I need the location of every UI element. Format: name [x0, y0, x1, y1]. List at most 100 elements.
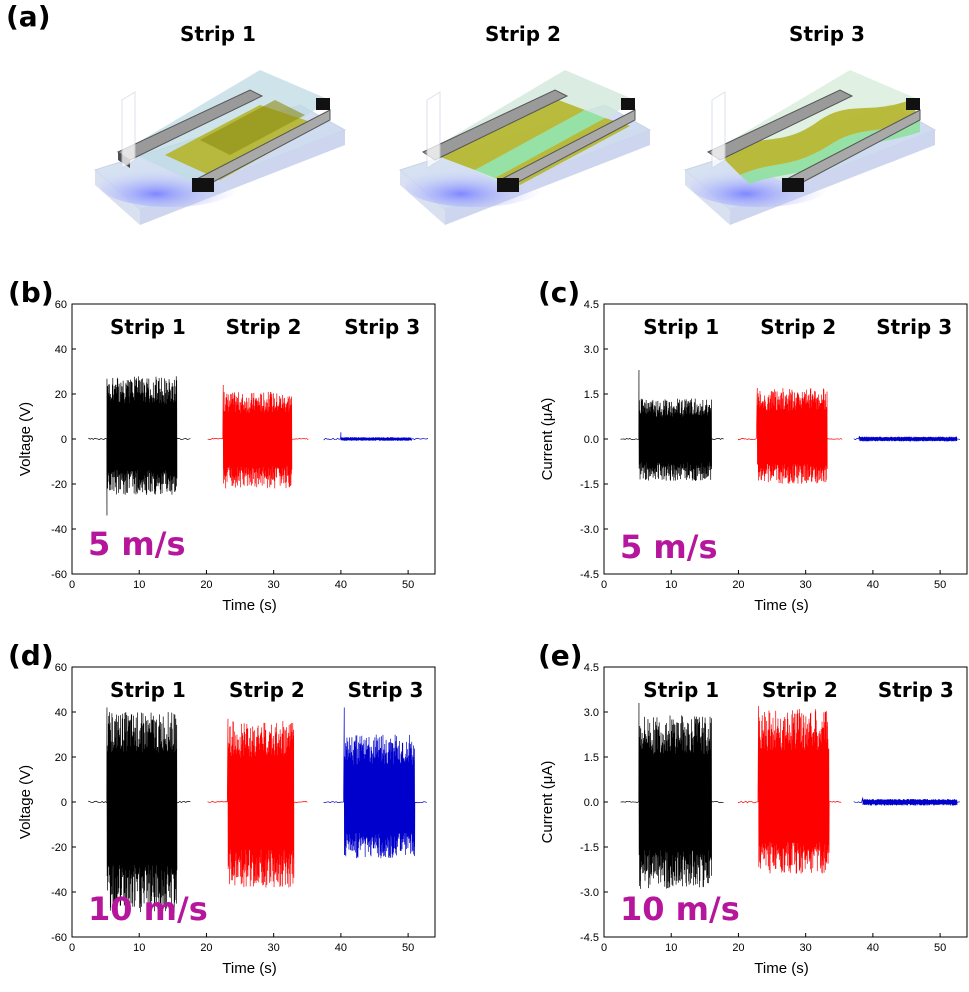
signal-trace-b-strip-1: [88, 376, 191, 516]
signal-trace-e-strip-2: [738, 705, 842, 874]
strip-3-device-illustration: [684, 70, 937, 225]
x-axis-label: Time (s): [222, 597, 276, 614]
speed-annotation-d: 10 m/s: [88, 890, 208, 928]
y-tick-label: -1.5: [580, 842, 599, 854]
y-tick-label: 60: [55, 662, 67, 674]
y-tick-label: 0.0: [584, 434, 599, 446]
y-axis-label: Current (μA): [539, 761, 556, 844]
y-tick-label: 3.0: [584, 344, 599, 356]
y-tick-label: -40: [51, 524, 67, 536]
panel-e-label: (e): [538, 639, 583, 672]
signal-trace-d-strip-3: [323, 707, 427, 859]
panel-c-label: (c): [538, 276, 580, 309]
y-tick-label: 0: [61, 797, 67, 809]
series-label-c-strip-3: Strip 3: [876, 315, 952, 339]
x-tick-label: 0: [601, 579, 607, 591]
y-tick-label: -4.5: [580, 569, 599, 581]
x-tick-label: 50: [402, 579, 414, 591]
series-label-c-strip-1: Strip 1: [643, 315, 719, 339]
panel-a-label: (a): [6, 0, 51, 33]
y-tick-label: -60: [51, 569, 67, 581]
strip-1-title: Strip 1: [180, 22, 256, 46]
x-tick-label: 50: [934, 942, 946, 954]
y-tick-label: 4.5: [584, 662, 599, 674]
x-axis-label: Time (s): [754, 597, 808, 614]
series-label-b-strip-2: Strip 2: [226, 315, 302, 339]
x-tick-label: 0: [69, 942, 75, 954]
y-axis-label: Voltage (V): [17, 765, 34, 839]
signal-trace-c-strip-1: [620, 369, 724, 481]
y-tick-label: 40: [55, 707, 67, 719]
signal-trace-b-strip-2: [207, 384, 309, 489]
y-axis-label: Current (μA): [539, 398, 556, 481]
strip-2-title: Strip 2: [485, 22, 561, 46]
strip-2-device-illustration: [399, 70, 652, 225]
strip-3-title: Strip 3: [789, 22, 865, 46]
x-tick-label: 40: [335, 579, 347, 591]
y-tick-label: 60: [55, 299, 67, 311]
series-label-d-strip-1: Strip 1: [110, 678, 186, 702]
series-label-d-strip-2: Strip 2: [229, 678, 305, 702]
x-tick-label: 0: [69, 579, 75, 591]
y-axis-label: Voltage (V): [17, 402, 34, 476]
x-tick-label: 10: [665, 942, 677, 954]
x-tick-label: 20: [200, 942, 212, 954]
x-tick-label: 40: [867, 579, 879, 591]
y-tick-label: -20: [51, 479, 67, 491]
y-tick-label: 0.0: [584, 797, 599, 809]
y-tick-label: 0: [61, 434, 67, 446]
x-tick-label: 30: [800, 579, 812, 591]
series-label-e-strip-3: Strip 3: [878, 678, 954, 702]
y-tick-label: -3.0: [580, 887, 599, 899]
signal-trace-c-strip-3: [853, 435, 961, 442]
signal-trace-d-strip-2: [207, 718, 308, 888]
speed-annotation-c: 5 m/s: [620, 528, 717, 566]
x-tick-label: 30: [800, 942, 812, 954]
y-tick-label: 20: [55, 752, 67, 764]
y-tick-label: -3.0: [580, 524, 599, 536]
x-tick-label: 50: [402, 942, 414, 954]
y-tick-label: 1.5: [584, 752, 599, 764]
y-tick-label: -60: [51, 932, 67, 944]
x-axis-label: Time (s): [222, 960, 276, 977]
signal-trace-e-strip-1: [620, 702, 724, 889]
series-label-d-strip-3: Strip 3: [348, 678, 424, 702]
x-tick-label: 20: [732, 942, 744, 954]
series-label-c-strip-2: Strip 2: [760, 315, 836, 339]
x-tick-label: 30: [268, 942, 280, 954]
x-tick-label: 0: [601, 942, 607, 954]
y-tick-label: -4.5: [580, 932, 599, 944]
signal-trace-b-strip-3: [323, 432, 429, 441]
series-label-b-strip-1: Strip 1: [110, 315, 186, 339]
y-tick-label: 40: [55, 344, 67, 356]
strip-1-device-illustration: [94, 70, 347, 225]
x-tick-label: 20: [200, 579, 212, 591]
x-tick-label: 30: [268, 579, 280, 591]
x-tick-label: 20: [732, 579, 744, 591]
x-tick-label: 10: [133, 579, 145, 591]
x-tick-label: 50: [934, 579, 946, 591]
panel-b-label: (b): [8, 276, 54, 309]
signal-trace-e-strip-3: [853, 797, 960, 806]
y-tick-label: -1.5: [580, 479, 599, 491]
speed-annotation-e: 10 m/s: [620, 890, 740, 928]
signal-trace-c-strip-2: [738, 387, 843, 484]
panel-d-label: (d): [8, 639, 54, 672]
series-label-e-strip-2: Strip 2: [762, 678, 838, 702]
y-tick-label: -20: [51, 842, 67, 854]
x-tick-label: 40: [867, 942, 879, 954]
signal-trace-d-strip-1: [88, 707, 191, 915]
x-tick-label: 10: [665, 579, 677, 591]
y-tick-label: -40: [51, 887, 67, 899]
y-tick-label: 3.0: [584, 707, 599, 719]
x-tick-label: 10: [133, 942, 145, 954]
y-tick-label: 4.5: [584, 299, 599, 311]
x-tick-label: 40: [335, 942, 347, 954]
speed-annotation-b: 5 m/s: [88, 525, 185, 563]
x-axis-label: Time (s): [754, 960, 808, 977]
y-tick-label: 20: [55, 389, 67, 401]
series-label-b-strip-3: Strip 3: [344, 315, 420, 339]
y-tick-label: 1.5: [584, 389, 599, 401]
series-label-e-strip-1: Strip 1: [643, 678, 719, 702]
